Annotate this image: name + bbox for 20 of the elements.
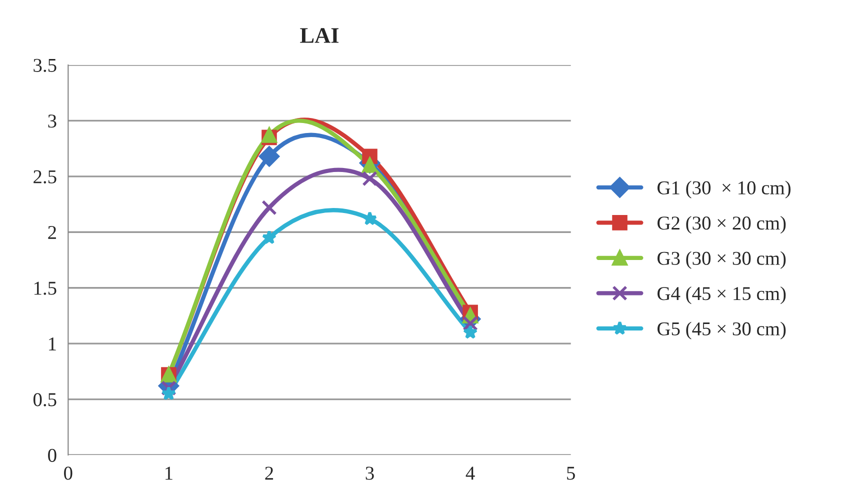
x-tick-label: 0	[64, 466, 72, 480]
legend-label: G4 (45 × 15 cm)	[658, 286, 786, 304]
y-tick-label: 0.5	[33, 393, 56, 406]
chart-title: LAI	[300, 28, 339, 43]
y-tick-label: 1	[49, 337, 56, 350]
x-tick-label: 4	[466, 466, 475, 480]
x-tick-label: 5	[567, 466, 575, 480]
x-tick-label: 1	[166, 466, 172, 480]
legend-label: G2 (30 × 20 cm)	[658, 216, 786, 234]
y-tick-label: 2	[48, 226, 56, 239]
y-tick-label: 2.5	[34, 170, 56, 184]
y-tick-label: 0	[48, 448, 56, 462]
legend-label: G3 (30 × 30 cm)	[658, 251, 786, 269]
y-tick-label: 1.5	[34, 282, 56, 295]
x-tick-label: 3	[366, 466, 374, 480]
legend-label: G1 (30 × 10 cm)	[658, 180, 790, 198]
y-tick-label: 3	[48, 114, 56, 128]
x-tick-label: 2	[265, 466, 274, 480]
y-tick-label: 3.5	[34, 58, 56, 72]
legend-label: G5 (45 × 30 cm)	[658, 322, 786, 340]
